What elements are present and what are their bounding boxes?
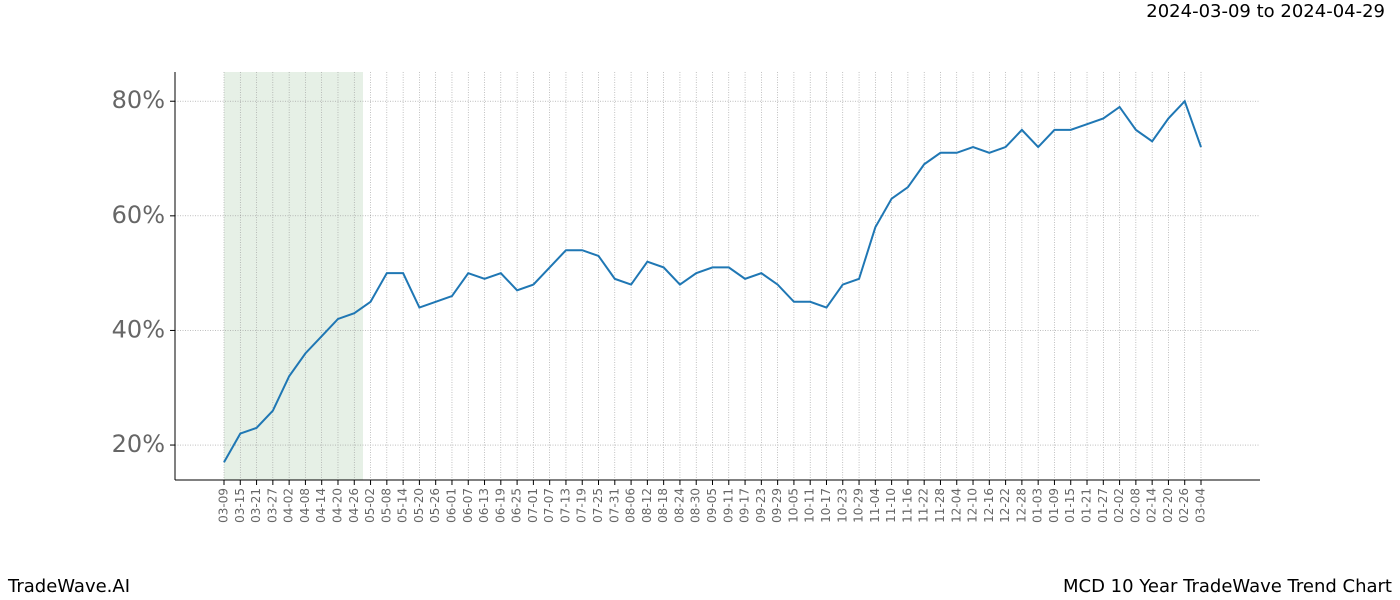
y-tick-label: 60% [112, 201, 165, 229]
x-tick-label: 01-21 [1080, 488, 1094, 523]
x-tick-label: 03-15 [233, 488, 247, 523]
x-tick-label: 01-09 [1047, 488, 1061, 523]
x-tick-label: 04-08 [298, 488, 312, 523]
x-tick-label: 03-04 [1194, 488, 1208, 523]
x-tick-label: 04-14 [314, 488, 328, 523]
chart-title: MCD 10 Year TradeWave Trend Chart [1063, 576, 1392, 597]
x-tick-label: 12-16 [982, 488, 996, 523]
trend-line [223, 99, 1202, 463]
x-tick-label: 05-20 [412, 488, 426, 523]
x-tick-label: 09-11 [721, 488, 735, 523]
x-tick-label: 07-25 [591, 488, 605, 523]
x-tick-label: 06-25 [510, 488, 524, 523]
x-tick-label: 02-14 [1145, 488, 1159, 523]
x-tick-label: 05-14 [396, 488, 410, 523]
x-tick-label: 08-06 [624, 488, 638, 523]
x-tick-label: 06-13 [477, 488, 491, 523]
highlight-span [224, 72, 363, 480]
x-tick-label: 12-22 [998, 488, 1012, 523]
x-tick-label: 12-10 [966, 488, 980, 523]
x-tick-label: 04-20 [330, 488, 344, 523]
x-tick-label: 02-26 [1177, 488, 1191, 523]
y-tick-label: 80% [112, 86, 165, 114]
x-tick-label: 11-04 [868, 488, 882, 523]
x-tick-label: 03-27 [265, 488, 279, 523]
x-tick-label: 10-05 [786, 488, 800, 523]
x-tick-label: 07-13 [558, 488, 572, 523]
x-tick-label: 02-20 [1161, 488, 1175, 523]
x-tick-label: 10-29 [852, 488, 866, 523]
x-tick-label: 10-23 [835, 488, 849, 523]
y-tick-label: 20% [112, 430, 165, 458]
brand: TradeWave.AI [7, 576, 130, 597]
x-tick-label: 12-04 [949, 488, 963, 523]
x-tick-label: 09-29 [770, 488, 784, 523]
x-tick-label: 04-02 [282, 488, 296, 523]
x-tick-label: 11-16 [900, 488, 914, 523]
x-tick-label: 09-17 [738, 488, 752, 523]
x-tick-label: 01-15 [1063, 488, 1077, 523]
x-tick-label: 04-26 [347, 488, 361, 523]
x-tick-label: 07-31 [607, 488, 621, 523]
x-tick-label: 05-02 [363, 488, 377, 523]
x-tick-label: 01-27 [1096, 488, 1110, 523]
x-tick-label: 08-12 [640, 488, 654, 523]
x-tick-label: 06-19 [493, 488, 507, 523]
x-tick-label: 08-30 [689, 488, 703, 523]
x-tick-label: 10-11 [803, 488, 817, 523]
x-tick-label: 05-08 [379, 488, 393, 523]
x-tick-label: 11-28 [933, 488, 947, 523]
x-tick-label: 09-23 [754, 488, 768, 523]
x-tick-label: 07-01 [526, 488, 540, 523]
x-tick-label: 01-03 [1031, 488, 1045, 523]
x-tick-label: 03-09 [217, 488, 231, 523]
x-tick-label: 09-05 [705, 488, 719, 523]
x-tick-label: 03-21 [249, 488, 263, 523]
x-tick-label: 11-10 [884, 488, 898, 523]
x-tick-label: 12-28 [1014, 488, 1028, 523]
x-tick-label: 11-22 [917, 488, 931, 523]
subtitle: 2024-03-09 to 2024-04-29 [1146, 1, 1385, 22]
x-tick-label: 02-08 [1128, 488, 1142, 523]
x-tick-label: 05-26 [428, 488, 442, 523]
x-tick-label: 02-02 [1112, 488, 1126, 523]
x-tick-label: 10-17 [819, 488, 833, 523]
x-tick-label: 07-07 [542, 488, 556, 523]
y-tick-label: 40% [112, 315, 165, 343]
x-tick-label: 06-07 [461, 488, 475, 523]
x-tick-label: 07-19 [575, 488, 589, 523]
x-tick-label: 08-24 [672, 488, 686, 523]
x-tick-label: 06-01 [444, 488, 458, 523]
x-tick-label: 08-18 [656, 488, 670, 523]
